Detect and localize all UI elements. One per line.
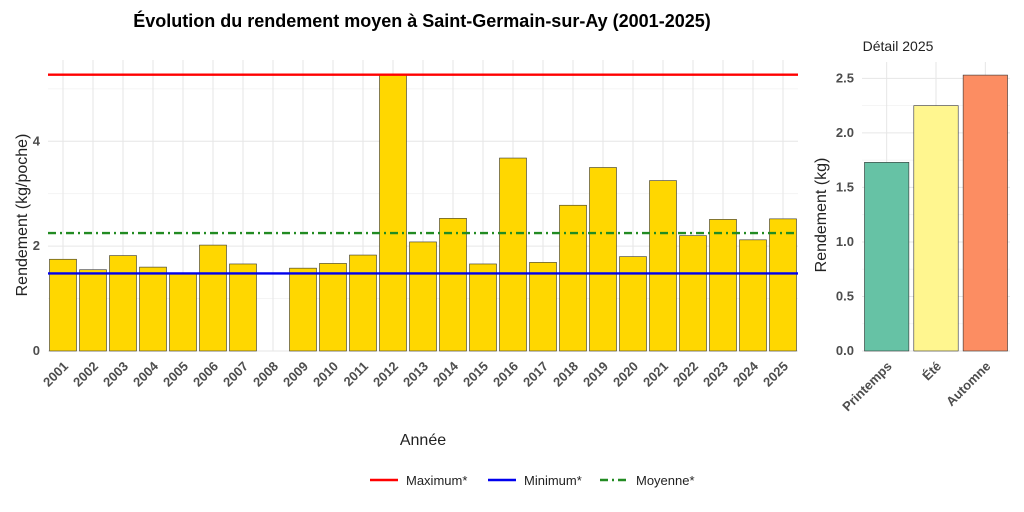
bar-2013 — [409, 241, 437, 352]
bar-2022 — [679, 235, 707, 352]
detail-y-tick-label: 2.0 — [836, 125, 854, 140]
main-y-tick-label: 0 — [33, 343, 40, 358]
bar-2010 — [319, 263, 347, 352]
bar-2007 — [229, 263, 257, 352]
bar-2016 — [499, 157, 527, 352]
bar-2014 — [439, 218, 467, 352]
bar-2005 — [169, 273, 197, 352]
legend-label-minimum: Minimum* — [524, 473, 582, 488]
bar-2002 — [79, 269, 107, 352]
bar-2021 — [649, 180, 677, 352]
legend-label-maximum: Maximum* — [406, 473, 467, 488]
detail-bar-ete — [913, 105, 959, 352]
main-y-tick-label: 2 — [33, 238, 40, 253]
detail-y-axis-title: Rendement (kg) — [813, 158, 830, 273]
bar-2019 — [589, 167, 617, 352]
bar-2020 — [619, 256, 647, 352]
bar-2006 — [199, 244, 227, 352]
bar-2017 — [529, 262, 557, 352]
detail-bar-automne — [962, 74, 1008, 352]
detail-y-tick-label: 1.5 — [836, 179, 854, 194]
detail-bar-printemps — [864, 162, 910, 352]
detail-y-tick-label: 2.5 — [836, 70, 854, 85]
detail-y-tick-label: 1.0 — [836, 234, 854, 249]
detail-chart-title: Détail 2025 — [863, 38, 934, 54]
bar-2018 — [559, 204, 587, 352]
legend: Maximum* Minimum* Moyenne* — [370, 473, 695, 488]
bar-2025 — [769, 218, 797, 352]
bar-2015 — [469, 263, 497, 352]
detail-y-tick-label: 0.0 — [836, 343, 854, 358]
bar-2012 — [379, 74, 407, 352]
main-y-axis-title: Rendement (kg/poche) — [14, 134, 31, 297]
bar-2009 — [289, 267, 317, 352]
legend-label-moyenne: Moyenne* — [636, 473, 695, 488]
bar-2023 — [709, 219, 737, 352]
bar-2024 — [739, 239, 767, 352]
main-x-axis-title: Année — [400, 432, 446, 449]
detail-y-tick-label: 0.5 — [836, 288, 854, 303]
main-y-tick-label: 4 — [33, 133, 41, 148]
bar-2003 — [109, 255, 137, 352]
bar-2004 — [139, 266, 167, 352]
bar-2011 — [349, 254, 377, 352]
main-chart-title: Évolution du rendement moyen à Saint-Ger… — [133, 10, 710, 31]
